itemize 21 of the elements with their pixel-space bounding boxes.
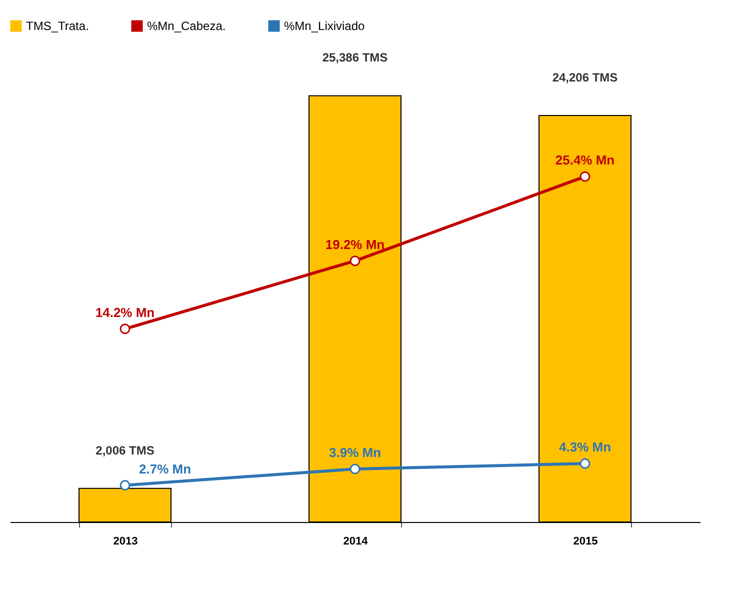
data-label: 19.2% Mn	[325, 236, 385, 252]
legend-label: %Mn_Cabeza.	[147, 19, 226, 33]
data-label: 25,386 TMS	[322, 50, 388, 65]
data-label: 2,006 TMS	[96, 443, 154, 458]
point	[580, 171, 590, 182]
point	[350, 464, 360, 474]
data-label: 25.4% Mn	[555, 152, 615, 168]
point	[580, 458, 590, 469]
point	[350, 256, 360, 266]
data-label: 3.9% Mn	[328, 444, 382, 460]
x-tick-label: 2014	[343, 536, 369, 548]
legend-label: TMS_Trata.	[26, 19, 89, 33]
point	[120, 480, 130, 490]
legend-label: %Mn_Lixiviado	[284, 19, 366, 33]
point	[120, 324, 130, 334]
data-label: 24,206 TMS	[552, 70, 618, 85]
x-tick-label: 2013	[113, 536, 138, 548]
data-label: 2.7% Mn	[139, 461, 192, 476]
x-tick-label: 2015	[573, 536, 598, 548]
data-label: 4.3% Mn	[558, 440, 612, 455]
data-label: 14.2% Mn	[95, 304, 155, 320]
